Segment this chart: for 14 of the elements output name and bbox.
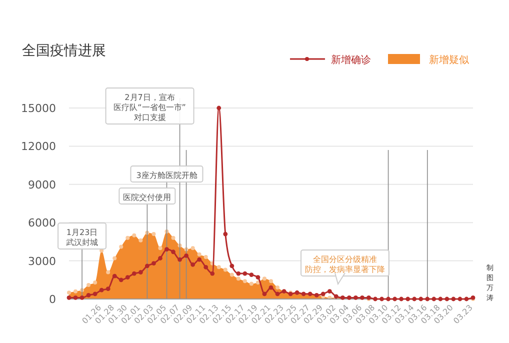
ref-line-label: 2月7日，宣布医疗队“一省包一市”对口支援 <box>114 93 186 122</box>
ref-line-label: 3座方舱医院开舱 <box>136 171 198 180</box>
y-tick-label: 15000 <box>21 102 56 115</box>
chart-title: 全国疫情进展 <box>22 43 106 59</box>
ref-line-label: 医院交付使用 <box>123 193 172 202</box>
legend-label: 新增确诊 <box>331 54 371 66</box>
y-tick-label: 12000 <box>21 140 56 154</box>
y-tick-label: 0 <box>49 293 56 306</box>
annotation: 全国分区分级精准防控，发病率显著下降 <box>305 255 385 274</box>
y-tick-label: 9000 <box>28 178 56 192</box>
legend-label: 新增疑似 <box>429 54 469 66</box>
y-tick-label: 6000 <box>28 216 56 230</box>
ref-line-label: 1月23日武汉封城 <box>66 228 98 247</box>
y-tick-label: 3000 <box>28 254 56 268</box>
